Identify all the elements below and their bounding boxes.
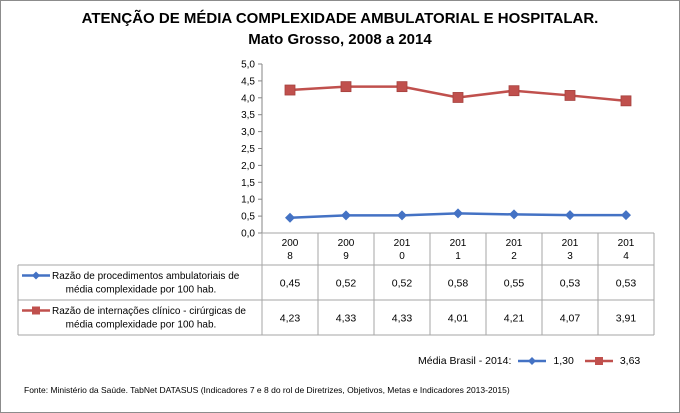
data-point-diamond	[453, 208, 463, 219]
brazil-average-value-internacoes: 3,63	[619, 355, 641, 367]
data-point-diamond	[621, 210, 631, 221]
legend-label: média complexidade por 100 hab.	[66, 320, 217, 331]
x-tick-label: 0	[399, 251, 405, 262]
chart-title: ATENÇÃO DE MÉDIA COMPLEXIDADE AMBULATORI…	[81, 10, 599, 27]
table-value: 4,21	[504, 313, 525, 325]
data-point-square	[284, 84, 296, 96]
red-square-line-icon	[584, 357, 613, 365]
y-tick-label: 2,0	[241, 161, 255, 172]
y-tick-label: 0,0	[241, 229, 255, 240]
brazil-average-label: Média Brasil - 2014:	[418, 355, 512, 367]
x-tick-label: 1	[455, 251, 461, 262]
table-value: 4,07	[560, 313, 581, 325]
table-value: 0,45	[280, 278, 301, 290]
x-tick-label: 3	[567, 251, 573, 262]
x-tick-label: 201	[618, 238, 635, 249]
brazil-average-legend: Média Brasil - 2014: 1,30 3,63	[418, 355, 640, 367]
x-tick-label: 8	[287, 251, 293, 262]
table-value: 0,52	[336, 278, 357, 290]
data-point-square	[508, 85, 520, 97]
y-tick-label: 3,0	[241, 127, 255, 138]
y-tick-label: 3,5	[241, 110, 255, 121]
data-point-square	[452, 92, 464, 103]
table-value: 4,33	[336, 313, 357, 325]
x-tick-label: 201	[506, 238, 523, 249]
brazil-average-value-ambulatorial: 1,30	[553, 355, 574, 367]
table-value: 4,33	[392, 313, 413, 325]
table-value: 0,58	[448, 278, 469, 290]
data-point-diamond	[565, 210, 575, 221]
legend-label: Razão de internações clínico - cirúrgica…	[52, 306, 246, 317]
x-tick-label: 201	[394, 238, 411, 249]
data-point-diamond	[341, 210, 351, 221]
data-point-square	[620, 95, 632, 107]
data-point-diamond	[509, 209, 519, 220]
x-tick-label: 200	[338, 238, 355, 249]
x-tick-label: 2	[511, 251, 517, 262]
data-point-diamond	[285, 212, 295, 223]
x-tick-label: 201	[562, 238, 579, 249]
data-point-square	[340, 81, 352, 93]
table-value: 0,53	[616, 278, 637, 290]
y-tick-label: 0,5	[241, 212, 255, 223]
table-value: 0,52	[392, 278, 413, 290]
table-value: 4,01	[448, 313, 469, 325]
source-note: Fonte: Ministério da Saúde. TabNet DATAS…	[24, 385, 510, 395]
legend-label: média complexidade por 100 hab.	[66, 285, 217, 296]
y-tick-label: 1,0	[241, 195, 255, 206]
y-tick-label: 2,5	[241, 144, 255, 155]
x-tick-label: 4	[623, 251, 629, 262]
y-tick-label: 1,5	[241, 178, 255, 189]
x-tick-label: 200	[282, 238, 299, 249]
blue-diamond-line-icon	[518, 357, 547, 365]
x-tick-label: 201	[450, 238, 467, 249]
legend-key-square-icon	[32, 306, 40, 315]
legend-label: Razão de procedimentos ambulatoriais de	[52, 271, 240, 282]
table-value: 0,53	[560, 278, 581, 290]
data-point-square	[564, 90, 576, 101]
table-value: 0,55	[504, 278, 525, 290]
table-value: 4,23	[280, 313, 301, 325]
chart-subtitle: Mato Grosso, 2008 a 2014	[248, 31, 432, 48]
legend-key-diamond-icon	[32, 271, 40, 280]
y-tick-label: 4,0	[241, 93, 255, 104]
data-point-diamond	[397, 210, 407, 221]
data-point-square	[396, 81, 408, 93]
table-value: 3,91	[616, 313, 637, 325]
y-tick-label: 4,5	[241, 76, 255, 87]
y-tick-label: 5,0	[241, 60, 255, 71]
x-tick-label: 9	[343, 251, 349, 262]
